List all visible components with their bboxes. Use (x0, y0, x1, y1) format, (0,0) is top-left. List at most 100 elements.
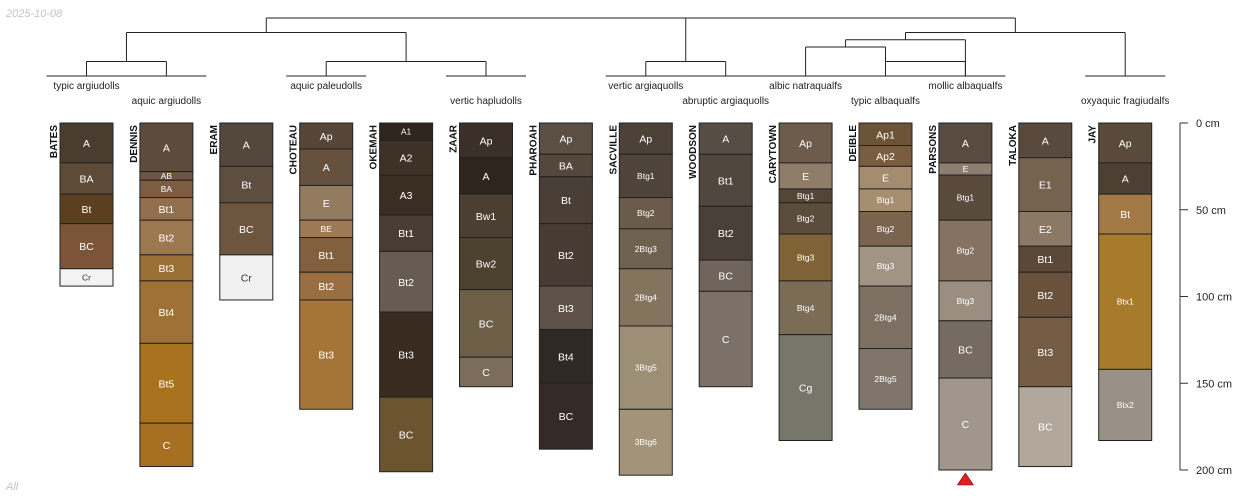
profile-name: DEIBLE (848, 125, 859, 162)
horizon-block (59, 122, 114, 164)
profile-deible: Ap1 Ap2 E Btg1 Btg2 Btg3 2Btg4 2Btg5 DEIBLE (848, 122, 913, 410)
horizon-label: Ap (639, 134, 652, 146)
horizon-label: Bt1 (398, 228, 414, 240)
horizon-label: Bt2 (398, 277, 414, 289)
horizon-label: A2 (400, 153, 413, 165)
horizon-label: Ap2 (876, 151, 895, 163)
horizon-label: Bw2 (476, 259, 497, 271)
horizon-block (379, 311, 434, 398)
horizon-block (139, 422, 194, 468)
horizon-label: A (243, 140, 250, 152)
horizon-label: Bt2 (318, 281, 334, 293)
horizon-label: A3 (400, 190, 413, 202)
horizon-label: Ap1 (876, 129, 895, 141)
horizon-label: BC (1038, 422, 1053, 434)
horizon-label: 3Btg6 (635, 437, 657, 447)
horizon-label: Bt1 (159, 204, 175, 216)
horizon-label: Bt3 (159, 263, 175, 275)
horizon-label: Bt2 (1037, 290, 1053, 302)
horizon-label: BE (321, 224, 333, 234)
profile-zaar: Ap A Bw1 Bw2 BC C ZAAR (449, 122, 513, 388)
taxon-label: aquic paleudolls (290, 81, 362, 92)
profile-name: JAY (1088, 125, 1099, 144)
horizon-block (1018, 245, 1073, 273)
horizon-label: A (163, 142, 170, 154)
horizon-label: C (962, 419, 970, 431)
profile-taloka: A E1 E2 Bt1 Bt2 Bt3 BC TALOKA (1008, 122, 1073, 468)
horizon-label: Btx2 (1117, 400, 1134, 410)
horizon-block (59, 268, 114, 287)
horizon-label: Ap (1119, 138, 1132, 150)
horizon-block (379, 139, 434, 176)
profile-choteau: Ap A E BE Bt1 Bt2 Bt3 CHOTEAU (289, 122, 354, 410)
profile-name: ZAAR (449, 124, 460, 153)
horizon-label: E2 (1039, 224, 1052, 236)
taxon-label: abruptic argiaquolls (682, 96, 769, 107)
horizon-label: Btg1 (637, 171, 655, 181)
horizon-label: A (722, 134, 729, 146)
horizon-label: A (1042, 135, 1049, 147)
horizon-label: Bt1 (718, 175, 734, 187)
depth-tick-label: 100 cm (1196, 292, 1232, 304)
profile-name: TALOKA (1008, 125, 1019, 166)
horizon-label: A (323, 162, 330, 174)
horizon-label: E1 (1039, 180, 1052, 192)
horizon-label: Btg4 (797, 303, 815, 313)
horizon-block (299, 122, 354, 150)
horizon-label: Bt (1120, 209, 1130, 221)
profile-name: CARYTOWN (768, 125, 779, 183)
horizon-block (299, 271, 354, 301)
horizon-label: C (722, 334, 730, 346)
horizon-block (938, 174, 993, 221)
horizon-block (379, 250, 434, 313)
horizon-block (299, 148, 354, 186)
horizon-label: 2Btg3 (635, 244, 657, 254)
horizon-block (139, 342, 194, 424)
horizon-label: E (882, 173, 889, 185)
profile-pharoah: Ap BA Bt Bt2 Bt3 Bt4 BC PHAROAH (528, 122, 593, 450)
horizon-block (778, 233, 833, 282)
profile-name: SACVILLE (608, 125, 619, 175)
horizon-block (698, 290, 753, 388)
horizon-label: BC (399, 429, 414, 441)
horizon-block (778, 122, 833, 164)
horizon-label: Bt (561, 195, 571, 207)
horizon-block (1018, 271, 1073, 318)
profile-parsons: A E Btg1 Btg2 Btg3 BC C PARSONS (928, 122, 993, 471)
horizon-label: Btg3 (957, 296, 975, 306)
horizon-label: Bt3 (558, 303, 574, 315)
horizon-label: Bt2 (159, 233, 175, 245)
taxon-label: mollic albaqualfs (928, 81, 1002, 92)
horizon-label: A (962, 138, 969, 150)
horizon-label: Bt4 (558, 351, 574, 363)
horizon-block (379, 214, 434, 252)
horizon-block (1098, 162, 1153, 195)
horizon-block (459, 237, 513, 291)
horizon-block (778, 334, 833, 442)
horizon-block (618, 325, 673, 410)
depth-tick-label: 0 cm (1196, 118, 1220, 130)
horizon-label: 3Btg5 (635, 363, 657, 373)
horizon-block (1098, 233, 1153, 370)
taxon-label: oxyaquic fragiudalfs (1081, 96, 1169, 107)
horizon-block (379, 396, 434, 473)
horizon-label: Bt3 (1037, 347, 1053, 359)
horizon-label: A1 (401, 127, 412, 137)
horizon-block (938, 320, 993, 379)
horizon-block (538, 328, 593, 384)
profile-bates: A BA Bt BC Cr BATES (49, 122, 114, 287)
horizon-label: BA (79, 174, 93, 186)
horizon-label: AB (161, 171, 173, 181)
horizon-block (778, 280, 833, 336)
horizon-block (538, 176, 593, 225)
horizon-label: A (482, 171, 489, 183)
horizon-block (698, 205, 753, 261)
horizon-block (698, 122, 753, 155)
footer-note: All (6, 481, 19, 493)
horizon-block (219, 254, 274, 301)
horizon-label: Bt (82, 204, 92, 216)
date-stamp: 2025-10-08 (6, 8, 63, 20)
profile-name: DENNIS (129, 125, 140, 163)
horizon-label: 2Btg5 (874, 374, 896, 384)
